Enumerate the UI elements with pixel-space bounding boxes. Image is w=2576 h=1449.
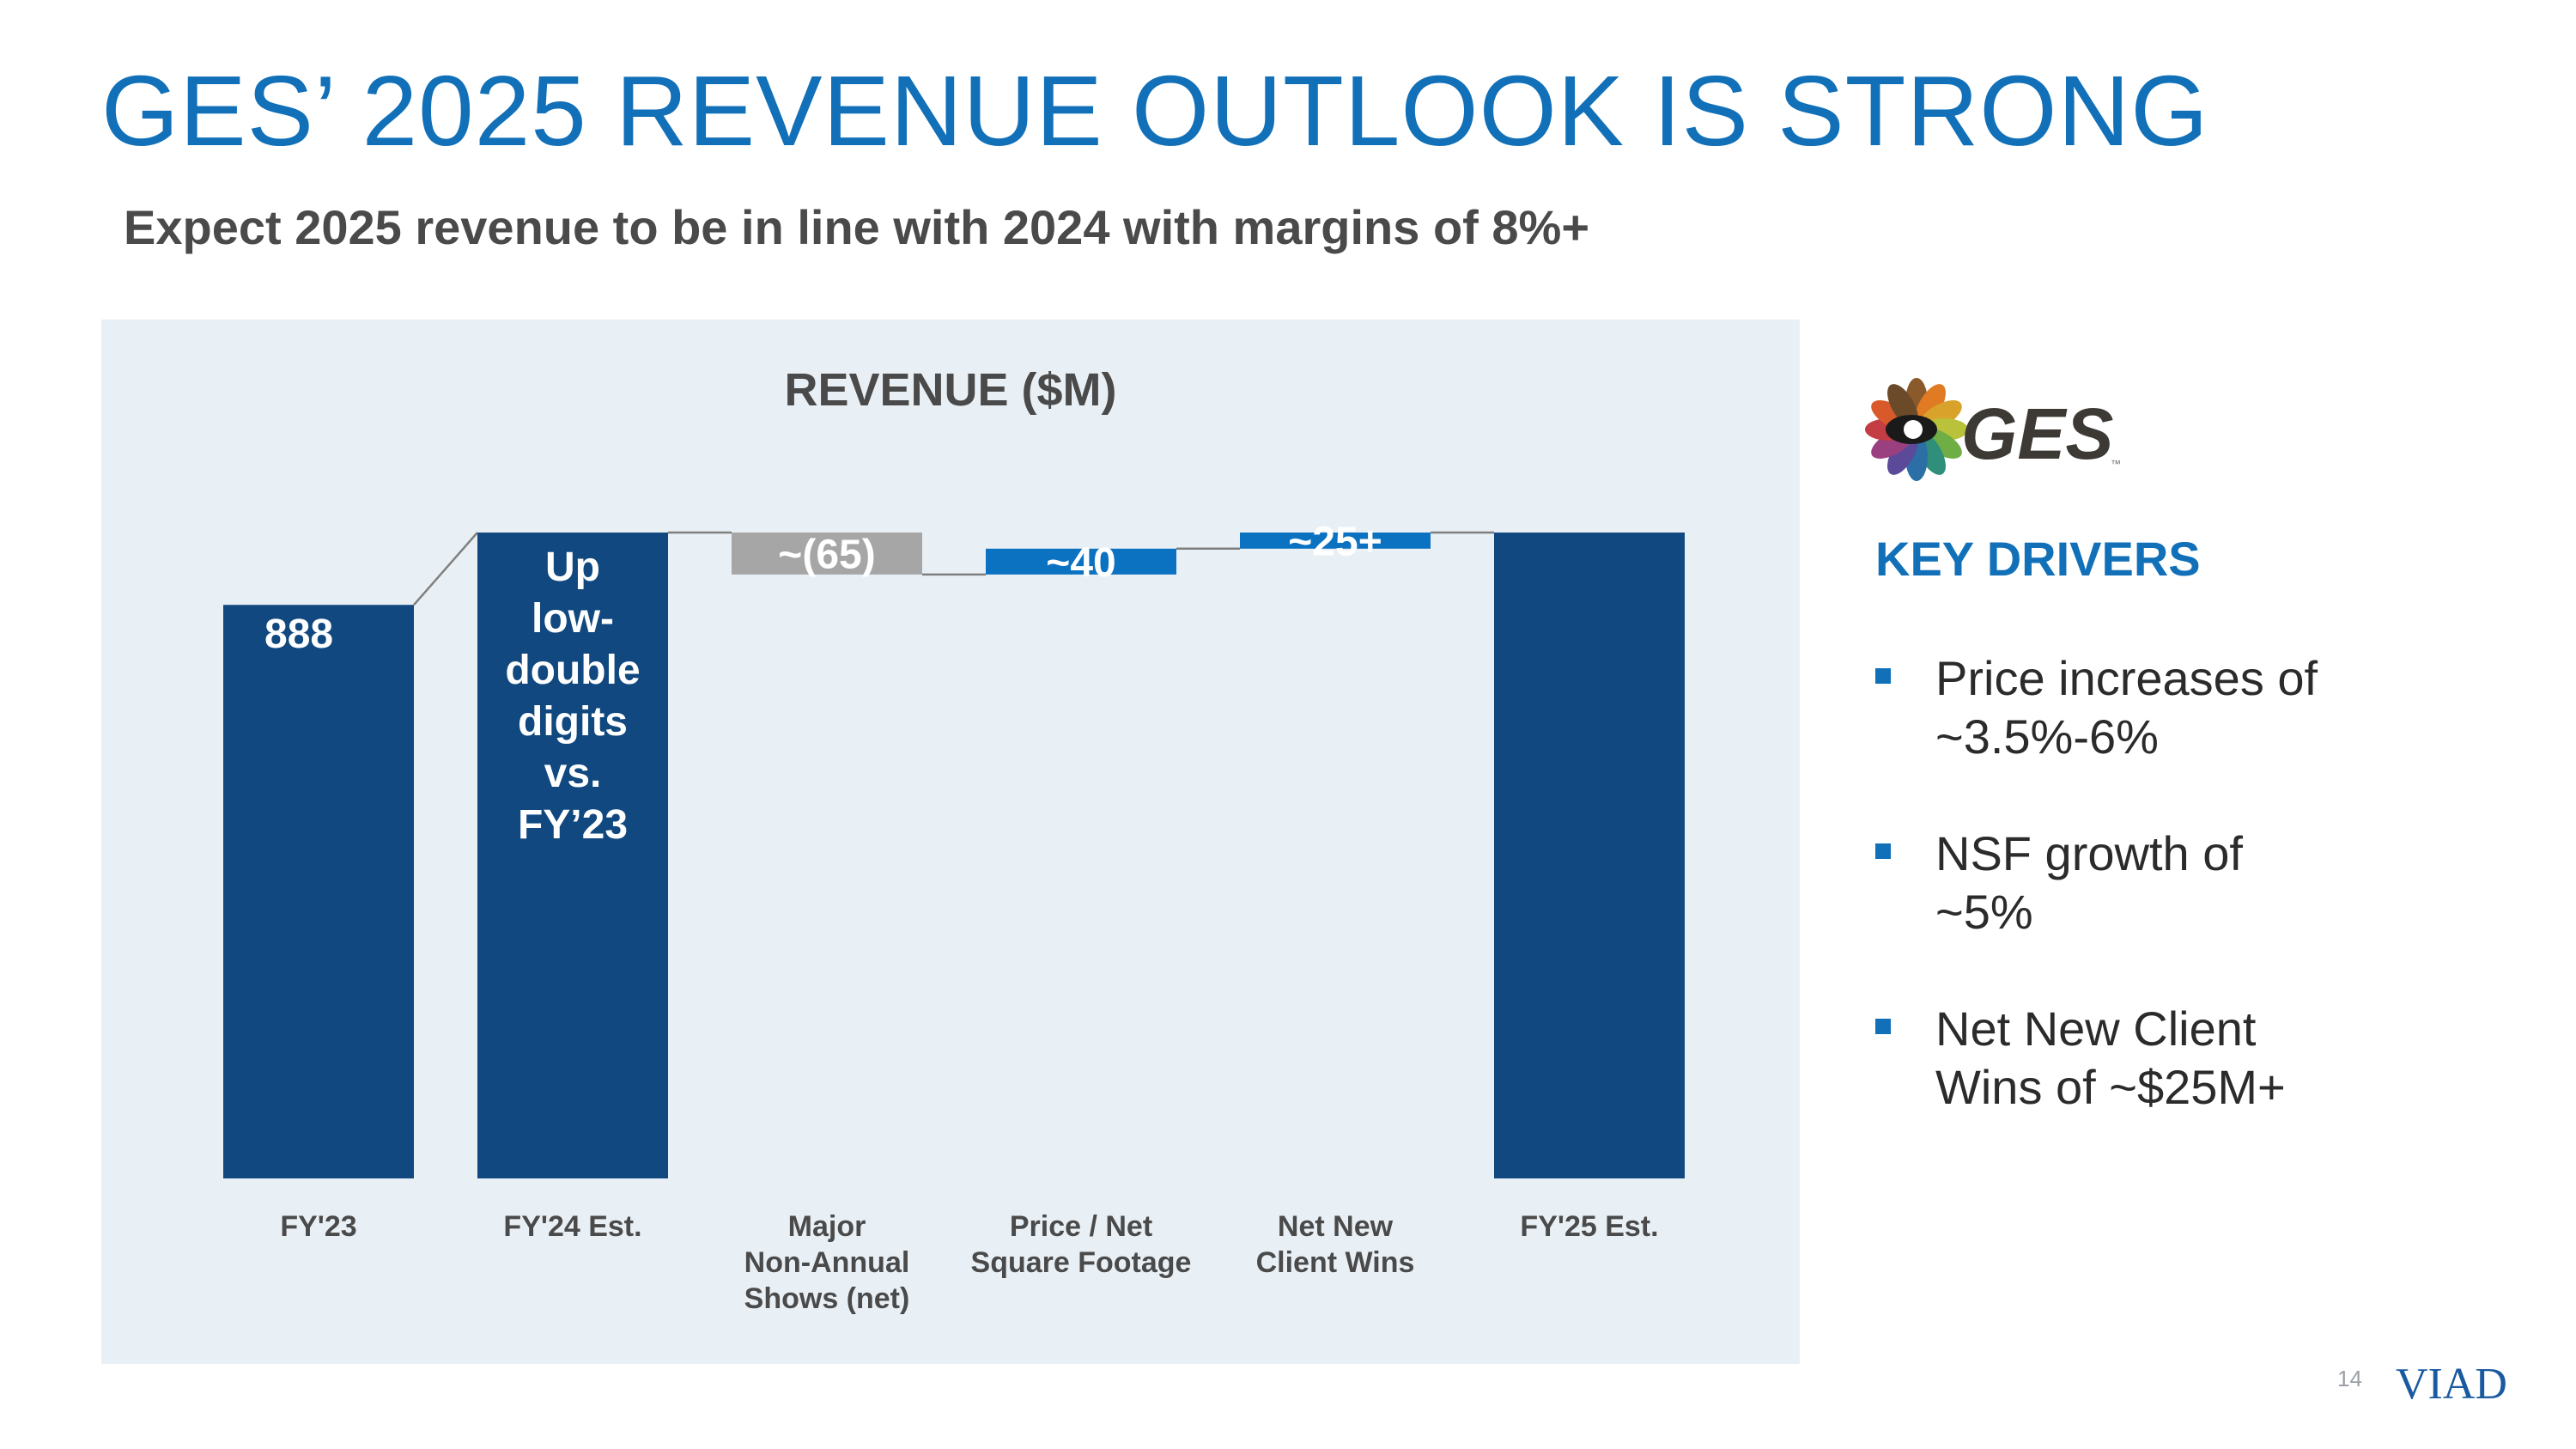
category-label: FY'23 — [280, 1210, 356, 1243]
viad-logo-text: VIAD — [2396, 1360, 2507, 1409]
key-driver-item: NSF growth of ~5% — [1875, 825, 2528, 941]
category-label: Price / Net — [1010, 1210, 1152, 1243]
square-bullet-icon — [1875, 1019, 1891, 1034]
data-label: 888 — [264, 612, 333, 657]
data-label: double — [505, 648, 640, 693]
category-label: Client Wins — [1256, 1246, 1415, 1279]
driver-line: Wins of ~$25M+ — [1935, 1060, 2286, 1114]
ges-logo: GES ™ — [1865, 378, 2121, 481]
key-drivers-title: KEY DRIVERS — [1875, 532, 2201, 586]
driver-line: ~3.5%-6% — [1935, 709, 2159, 764]
category-label: FY'25 Est. — [1520, 1210, 1658, 1243]
revenue-chart-panel: REVENUE ($M) 888 Up low-double digits vs. FY’2… — [101, 320, 1800, 1364]
driver-line: ~5% — [1935, 885, 2033, 939]
waterfall-bar — [986, 548, 1176, 575]
category-label: Net New — [1278, 1210, 1394, 1243]
driver-line: Net New Client — [1935, 1002, 2257, 1056]
ges-flower-icon — [1865, 378, 1968, 481]
data-label: ~40 — [1046, 540, 1115, 586]
category-label: Non-Annual — [744, 1246, 910, 1279]
ges-logo-text: GES — [1961, 393, 2113, 474]
category-label: Square Footage — [971, 1246, 1192, 1279]
waterfall-bar — [1240, 533, 1431, 549]
key-drivers-list: Price increases of ~3.5%-6% NSF growth o… — [1875, 649, 2528, 1175]
driver-line: Price increases of — [1935, 651, 2318, 705]
data-label: digits — [518, 699, 628, 745]
data-label: Up — [545, 545, 600, 590]
waterfall-bar — [1494, 533, 1685, 1178]
data-label: ~(65) — [778, 532, 875, 577]
waterfall-bar — [732, 533, 922, 575]
slide-subtitle: Expect 2025 revenue to be in line with 2… — [124, 200, 1590, 254]
square-bullet-icon — [1875, 668, 1891, 684]
category-label: Major — [788, 1210, 866, 1243]
square-bullet-icon — [1875, 843, 1891, 859]
data-label: FY’23 — [518, 802, 628, 848]
waterfall-bar — [477, 533, 668, 1178]
category-label: Shows (net) — [744, 1282, 910, 1315]
data-label: ~25+ — [1288, 519, 1382, 564]
data-label: low- — [532, 596, 614, 642]
connector-line — [413, 532, 478, 606]
waterfall-bar — [223, 605, 414, 1178]
driver-line: NSF growth of — [1935, 826, 2243, 880]
page-number: 14 — [2337, 1366, 2362, 1391]
revenue-waterfall-chart: REVENUE ($M) 888 Up low-double digits vs. FY’2… — [223, 364, 1685, 1315]
key-driver-item: Net New Client Wins of ~$25M+ — [1875, 1000, 2528, 1117]
ges-logo-tm: ™ — [2111, 458, 2121, 470]
key-driver-item: Price increases of ~3.5%-6% — [1875, 649, 2528, 766]
slide-title: GES’ 2025 REVENUE OUTLOOK IS STRONG — [101, 55, 2209, 167]
category-label: FY'24 Est. — [503, 1210, 641, 1243]
chart-title: REVENUE ($M) — [784, 364, 1116, 416]
data-label: vs. — [544, 751, 602, 796]
viad-logo: VIAD — [2396, 1360, 2507, 1409]
